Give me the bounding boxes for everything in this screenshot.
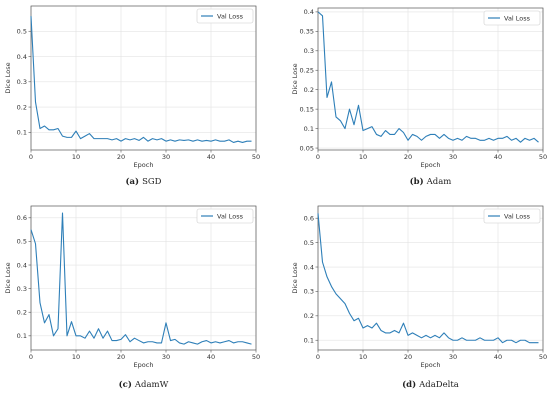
x-tick-label: 50: [252, 353, 260, 361]
x-tick-label: 30: [449, 353, 457, 361]
caption-name: Adam: [426, 177, 452, 187]
subfigure-caption: (b) Adam: [410, 176, 452, 187]
legend-box: [196, 8, 254, 24]
subfigure-caption: (d) AdaDelta: [402, 379, 459, 390]
x-tick-label: 50: [539, 353, 547, 361]
x-tick-label: 10: [359, 153, 367, 161]
y-tick-label: 0.2: [304, 312, 314, 320]
x-tick-label: 40: [494, 153, 502, 161]
chart-panel-adamw: 0 10 20 30 40 50 0.1 0.2 0.3 0.4 0.5 0.6 Epoch Dice L…: [4, 205, 260, 390]
y-axis-label: Dice Lose: [291, 63, 299, 94]
y-tick-label: 0.3: [304, 47, 314, 55]
x-tick-label: 10: [359, 353, 367, 361]
y-tick-label: 0.2: [17, 103, 27, 111]
y-tick-label: 0.3: [17, 285, 27, 293]
y-tick-label: 0.5: [304, 239, 314, 247]
x-tick-label: 20: [404, 153, 412, 161]
y-tick-label: 0.4: [304, 8, 314, 16]
legend-label: Val Loss: [217, 212, 244, 220]
x-tick-label: 0: [316, 353, 320, 361]
x-tick-label: 10: [72, 353, 80, 361]
plot-frame: [30, 205, 257, 351]
y-tick-label: 0.1: [304, 125, 314, 133]
x-axis-label: Epoch: [421, 161, 441, 169]
x-tick-label: 30: [162, 353, 170, 361]
x-tick-label: 20: [117, 153, 125, 161]
caption-name: AdaDelta: [418, 380, 459, 390]
subfigure-caption: (a) SGD: [126, 176, 162, 187]
y-tick-label: 0.6: [17, 214, 27, 222]
y-tick-label: 0.5: [17, 238, 27, 246]
plot-frame: [317, 205, 544, 351]
caption-prefix: (c): [119, 379, 132, 390]
subfigure-caption: (c) AdamW: [119, 379, 169, 390]
y-tick-label: 0.3: [304, 288, 314, 296]
legend-label: Val Loss: [504, 14, 531, 22]
x-tick-label: 10: [72, 153, 80, 161]
plot-frame: [317, 7, 544, 151]
y-tick-label: 0.6: [304, 215, 314, 223]
series-line-val-loss: [317, 11, 539, 143]
caption-prefix: (a): [126, 176, 140, 187]
plot-frame: [30, 5, 257, 151]
series-line-val-loss: [30, 16, 252, 143]
y-tick-label: 0.5: [17, 28, 27, 36]
caption-name: SGD: [142, 177, 162, 187]
x-axis-label: Epoch: [421, 361, 441, 369]
y-tick-label: 0.05: [300, 144, 314, 152]
caption-name: AdamW: [134, 380, 169, 390]
x-tick-label: 30: [162, 153, 170, 161]
x-tick-label: 0: [29, 153, 33, 161]
x-tick-label: 0: [316, 153, 320, 161]
y-tick-label: 0.1: [17, 129, 27, 137]
x-tick-label: 40: [207, 353, 215, 361]
x-tick-label: 50: [539, 153, 547, 161]
x-tick-label: 40: [494, 353, 502, 361]
legend-box: [196, 208, 254, 224]
legend-box: [483, 208, 541, 224]
legend-label: Val Loss: [504, 212, 531, 220]
y-tick-label: 0.2: [17, 309, 27, 317]
chart-panel-sgd: 0 10 20 30 40 50 0.1 0.2 0.3 0.4 0.5 Epoch Dice Lose…: [4, 5, 260, 187]
x-tick-label: 0: [29, 353, 33, 361]
series-line-val-loss: [317, 213, 539, 344]
y-tick-label: 0.1: [304, 337, 314, 345]
y-tick-label: 0.25: [300, 67, 314, 75]
x-axis-label: Epoch: [134, 161, 154, 169]
x-tick-label: 20: [404, 353, 412, 361]
x-tick-label: 50: [252, 153, 260, 161]
y-tick-label: 0.2: [304, 86, 314, 94]
caption-prefix: (d): [402, 379, 416, 390]
x-tick-label: 20: [117, 353, 125, 361]
x-tick-label: 40: [207, 153, 215, 161]
legend-label: Val Loss: [217, 12, 244, 20]
caption-prefix: (b): [410, 176, 424, 187]
y-axis-label: Dice Lose: [291, 262, 299, 293]
y-axis-label: Dice Lose: [4, 62, 12, 93]
chart-panel-adadelta: 0 10 20 30 40 50 0.1 0.2 0.3 0.4 0.5 0.6 Epoch Dice L…: [291, 205, 547, 390]
x-tick-label: 30: [449, 153, 457, 161]
y-axis-label: Dice Lose: [4, 262, 12, 293]
y-tick-label: 0.1: [17, 332, 27, 340]
y-tick-label: 0.3: [17, 78, 27, 86]
x-axis-label: Epoch: [134, 361, 154, 369]
legend-box: [483, 10, 541, 26]
series-line-val-loss: [30, 212, 252, 345]
y-tick-label: 0.4: [17, 261, 27, 269]
y-tick-label: 0.35: [300, 28, 314, 36]
y-tick-label: 0.4: [17, 53, 27, 61]
y-tick-label: 0.15: [300, 105, 314, 113]
y-tick-label: 0.4: [304, 263, 314, 271]
chart-panel-adam: 0 10 20 30 40 50 0.05 0.1 0.15 0.2 0.25 0.3 0.35 0.4 E…: [291, 7, 547, 187]
